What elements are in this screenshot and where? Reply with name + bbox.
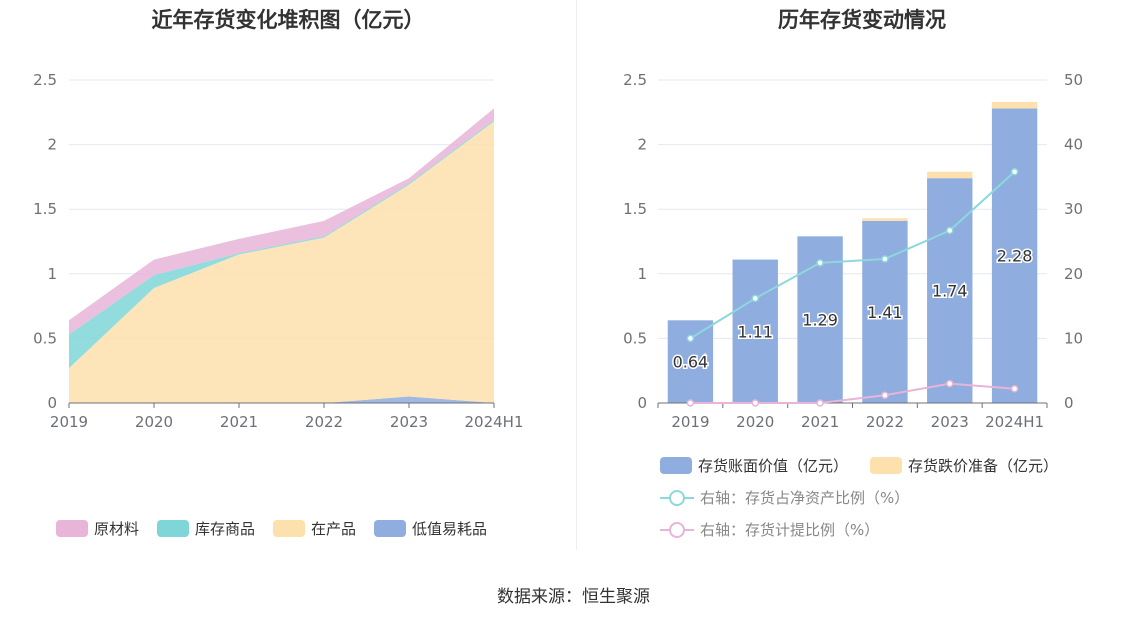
legend-swatch — [870, 457, 903, 474]
area-chart-legend: 原材料 库存商品 在产品 低值易耗品 — [56, 518, 505, 539]
y2-tick-label: 50 — [1064, 71, 1083, 89]
bar-line-chart: 0 0.5 1 1.5 2 2.5 0 10 20 30 40 50 2019 2020 2021 2022 2… — [623, 71, 1083, 431]
y-tick-label: 0 — [47, 394, 57, 412]
bar-provision — [862, 218, 908, 221]
x-tick-label: 2022 — [305, 413, 343, 431]
bar-provision — [927, 171, 973, 179]
y-tick-label: 2 — [47, 136, 57, 154]
y2-tick-label: 30 — [1064, 200, 1083, 218]
y-tick-label: 1.5 — [33, 200, 57, 218]
legend-item[interactable]: 在产品 — [273, 518, 356, 539]
line-point — [1010, 167, 1019, 176]
y-tick-label: 2.5 — [623, 71, 647, 89]
legend-row: 右轴：存货占净资产比例（%） — [660, 487, 931, 508]
data-source: 数据来源：恒生聚源 — [497, 587, 650, 607]
y2-tick-label: 20 — [1064, 265, 1083, 283]
y-tick-label: 2.5 — [33, 71, 57, 89]
x-tick-label: 2019 — [671, 413, 709, 431]
line-point — [881, 255, 889, 263]
line-point — [946, 379, 954, 388]
legend-item[interactable]: 存货账面价值（亿元） — [660, 455, 848, 476]
legend-item[interactable]: 原材料 — [56, 518, 139, 539]
line-series — [690, 382, 1015, 404]
legend-item[interactable]: 低值易耗品 — [374, 518, 487, 539]
legend-item[interactable]: 右轴：存货占净资产比例（%） — [660, 487, 909, 508]
y2-tick-label: 0 — [1064, 394, 1074, 412]
legend-label: 在产品 — [311, 520, 357, 538]
legend-swatch — [56, 520, 88, 537]
y2-tick-label: 40 — [1064, 136, 1083, 154]
bar-data-label: 1.29 — [802, 311, 838, 330]
y-tick-label: 1 — [637, 265, 647, 283]
line-point — [686, 399, 695, 407]
legend-item[interactable]: 存货跌价准备（亿元） — [870, 455, 1058, 476]
y-tick-label: 0.5 — [623, 329, 647, 347]
line-point — [946, 226, 954, 235]
line-point — [816, 259, 824, 267]
line-series — [689, 170, 1016, 340]
x-tick-label: 2020 — [736, 413, 774, 431]
legend-swatch — [157, 520, 190, 537]
legend-swatch — [660, 457, 692, 474]
area-series — [69, 121, 494, 404]
legend-swatch — [273, 520, 306, 537]
line-point — [751, 294, 759, 303]
x-tick-label: 2024H1 — [465, 413, 524, 431]
legend-swatch — [660, 489, 694, 507]
x-tick-label: 2022 — [866, 413, 904, 431]
legend-swatch — [374, 520, 407, 537]
legend-label: 右轴：存货计提比例（%） — [700, 521, 880, 539]
bar-value — [991, 108, 1038, 403]
stacked-area-panel: 近年存货变化堆积图（亿元） 0 0.5 1 1.5 2 2.5 2019 2020 2021 20… — [0, 0, 576, 560]
bar-data-label: 0.64 — [673, 353, 709, 372]
panel-divider — [576, 0, 577, 550]
bar-line-panel: 历年存货变动情况 0 0.5 1 1.5 2 2.5 0 10 20 30 40 50 2019 2020… — [577, 0, 1147, 560]
area-chart-title: 近年存货变化堆积图（亿元） — [151, 8, 425, 32]
line-point — [816, 399, 824, 407]
x-tick-label: 2021 — [801, 413, 839, 431]
area-chart: 0 0.5 1 1.5 2 2.5 2019 2020 2021 2022 2023 2024H1 — [33, 71, 524, 431]
bar-value — [862, 220, 908, 403]
x-tick-label: 2023 — [931, 413, 969, 431]
y-tick-label: 1 — [47, 265, 57, 283]
bar-value — [667, 320, 714, 403]
y-tick-label: 0 — [637, 394, 647, 412]
bar-provision — [991, 101, 1038, 109]
legend-label: 右轴：存货占净资产比例（%） — [700, 489, 910, 507]
x-tick-label: 2019 — [50, 413, 88, 431]
y-tick-label: 2 — [637, 136, 647, 154]
bar-value — [732, 259, 778, 403]
bar-data-label: 1.11 — [737, 322, 773, 341]
legend-swatch — [660, 521, 694, 539]
legend-row: 存货账面价值（亿元） 存货跌价准备（亿元） — [660, 455, 1080, 476]
legend-item[interactable]: 库存商品 — [157, 518, 255, 539]
legend-label: 存货账面价值（亿元） — [698, 457, 849, 475]
bar-chart-title: 历年存货变动情况 — [778, 8, 946, 32]
line-point — [751, 399, 759, 407]
bar-data-label: 1.74 — [932, 282, 968, 301]
y2-tick-label: 10 — [1064, 329, 1083, 347]
bar-data-label: 1.41 — [867, 303, 903, 322]
x-tick-label: 2020 — [135, 413, 173, 431]
x-tick-label: 2021 — [220, 413, 258, 431]
legend-label: 存货跌价准备（亿元） — [908, 457, 1059, 475]
legend-label: 低值易耗品 — [412, 520, 488, 538]
legend-item[interactable]: 右轴：存货计提比例（%） — [660, 519, 879, 540]
legend-label: 原材料 — [94, 520, 140, 538]
bar-data-label: 2.28 — [997, 247, 1033, 266]
line-point — [686, 334, 695, 343]
area-series — [69, 396, 494, 403]
line-point — [1010, 385, 1019, 393]
line-point — [881, 391, 889, 399]
x-tick-label: 2024H1 — [985, 413, 1044, 431]
legend-label: 库存商品 — [195, 520, 256, 538]
x-tick-label: 2023 — [390, 413, 428, 431]
legend-row: 右轴：存货计提比例（%） — [660, 519, 901, 540]
y-tick-label: 0.5 — [33, 329, 57, 347]
y-tick-label: 1.5 — [623, 200, 647, 218]
